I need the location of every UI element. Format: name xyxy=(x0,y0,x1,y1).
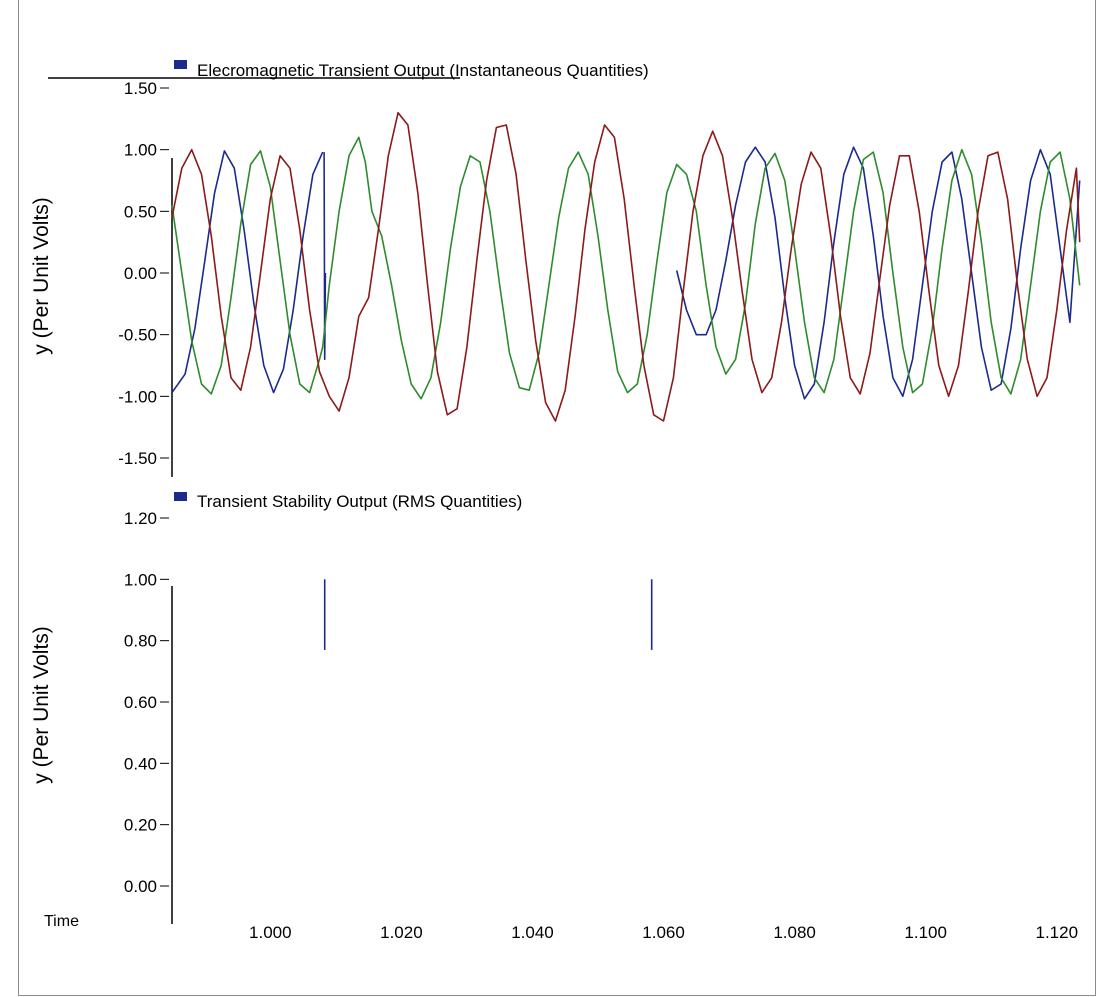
x-tick-label: 1.120 xyxy=(1036,923,1079,942)
bottom-legend-swatch xyxy=(174,492,187,501)
top-y-tick-label: -1.50 xyxy=(118,449,157,468)
top-y-tick-label: 1.50 xyxy=(124,79,157,98)
top-legend-swatch xyxy=(174,60,187,69)
x-tick-label: 1.080 xyxy=(773,923,816,942)
bottom-panel: Transient Stability Output (RMS Quantiti… xyxy=(30,492,1078,942)
top-y-axis-title: y (Per Unit Volts) xyxy=(30,197,53,355)
top-y-ticks: 1.50 1.00 0.50 0.00 -0.50 -1.00 -1.50 xyxy=(118,79,169,468)
top-y-tick-label: 0.00 xyxy=(124,264,157,283)
x-axis-title: Time xyxy=(44,913,79,930)
bottom-series-group xyxy=(323,579,653,650)
top-y-tick-label: 0.50 xyxy=(124,202,157,221)
x-ticks: 1.000 1.020 1.040 1.060 1.080 1.100 1.120 xyxy=(249,923,1078,942)
bottom-y-ticks: 1.20 1.00 0.80 0.60 0.40 0.20 0.00 xyxy=(124,509,169,896)
x-tick-label: 1.000 xyxy=(249,923,292,942)
bottom-y-tick-label: 0.60 xyxy=(124,693,157,712)
bottom-y-tick-label: 0.20 xyxy=(124,816,157,835)
top-series-0-segment-2 xyxy=(675,146,1081,400)
top-y-tick-label: 1.00 xyxy=(124,141,157,160)
bottom-y-tick-label: 0.00 xyxy=(124,877,157,896)
x-tick-label: 1.100 xyxy=(904,923,947,942)
bottom-y-tick-label: 1.20 xyxy=(124,509,157,528)
top-legend-label: Elecromagnetic Transient Output (Instant… xyxy=(197,61,649,80)
top-panel: Elecromagnetic Transient Output (Instant… xyxy=(30,60,1081,477)
bottom-y-tick-label: 0.80 xyxy=(124,632,157,651)
top-series-2-segment-0 xyxy=(171,111,1081,422)
bottom-y-tick-label: 1.00 xyxy=(124,570,157,589)
bottom-y-tick-label: 0.40 xyxy=(124,754,157,773)
x-tick-label: 1.020 xyxy=(380,923,423,942)
top-series-1-segment-0 xyxy=(171,136,1081,400)
top-series-0-segment-0 xyxy=(171,150,324,394)
top-series-0-segment-1 xyxy=(323,152,327,361)
top-y-tick-label: -0.50 xyxy=(118,326,157,345)
top-series-group xyxy=(171,111,1081,422)
bottom-y-axis-title: y (Per Unit Volts) xyxy=(30,626,53,784)
x-tick-label: 1.060 xyxy=(642,923,685,942)
bottom-legend-label: Transient Stability Output (RMS Quantiti… xyxy=(197,492,522,511)
x-tick-label: 1.040 xyxy=(511,923,554,942)
top-y-tick-label: -1.00 xyxy=(118,387,157,406)
